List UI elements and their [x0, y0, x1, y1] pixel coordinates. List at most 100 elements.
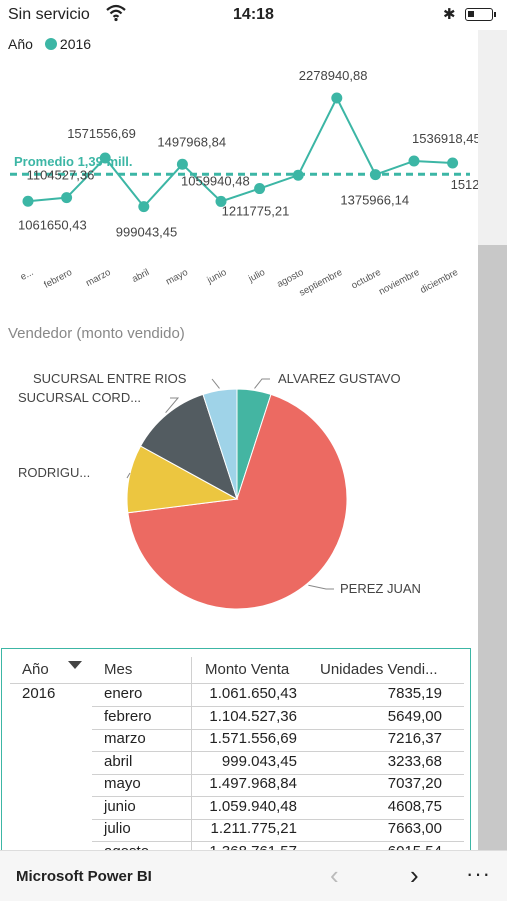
x-tick-label-4: mayo	[164, 267, 190, 288]
forward-button[interactable]: ›	[410, 860, 419, 890]
units-cell: 5649,00	[387, 707, 442, 725]
legend-marker	[44, 38, 57, 50]
pie-label-4: SUCURSAL ENTRE RIOS	[33, 371, 187, 386]
header-divider	[10, 683, 464, 684]
x-tick-label-1: febrero	[42, 267, 74, 291]
amount-cell: 1.059.940,48	[209, 797, 297, 815]
table-row[interactable]: mayo 1.497.968,84 7037,20	[2, 775, 470, 797]
x-tick-label-0: e...	[19, 267, 36, 283]
data-label-9: 1375966,14	[340, 193, 409, 208]
table-row[interactable]: julio 1.211.775,21 7663,00	[2, 820, 470, 842]
data-label-1: 1104527,36	[27, 168, 95, 183]
units-cell: 7835,19	[387, 685, 442, 702]
data-label-6: 1211775,21	[222, 204, 290, 219]
pie-label-2: RODRIGU...	[18, 465, 90, 480]
data-point-3[interactable]	[138, 201, 150, 213]
data-point-8[interactable]	[331, 92, 343, 104]
col-header-year[interactable]: Año	[22, 661, 49, 678]
x-tick-label-6: julio	[246, 267, 267, 285]
pie-leader-0	[254, 378, 270, 389]
pie-label-1: PEREZ JUAN	[340, 581, 421, 596]
data-label-8: 2278940,88	[299, 68, 368, 83]
x-tick-label-2: marzo	[84, 267, 112, 289]
data-label-4: 1497968,84	[157, 134, 226, 149]
data-point-10[interactable]	[408, 155, 420, 167]
month-cell: abril	[104, 752, 133, 770]
carrier-label: Sin servicio	[8, 6, 90, 23]
data-label-5: 1059940,48	[181, 173, 250, 188]
x-tick-label-5: junio	[205, 267, 229, 287]
scrollbar-thumb[interactable]	[478, 245, 507, 850]
amount-cell: 1.497.968,84	[209, 775, 297, 792]
data-label-3: 999043,45	[116, 225, 177, 240]
x-tick-label-8: septiembre	[298, 267, 345, 299]
data-point-9[interactable]	[369, 169, 381, 181]
data-table[interactable]: Año Mes Monto Venta Unidades Vendi... 20…	[1, 648, 471, 858]
chart-legend: Año 2016	[8, 36, 91, 52]
series-line-2016	[27, 95, 453, 209]
bluetooth-icon: ✱	[443, 6, 456, 23]
month-cell: junio	[104, 797, 136, 815]
data-point-7[interactable]	[292, 169, 304, 181]
data-point-2[interactable]	[99, 152, 111, 164]
col-header-amount[interactable]: Monto Venta	[205, 661, 290, 678]
pie-slice-1[interactable]	[127, 393, 348, 610]
units-cell: 7037,20	[387, 775, 442, 792]
pie-chart[interactable]: ALVAREZ GUSTAVO PEREZ JUAN RODRIGU... SUCUR…	[0, 345, 478, 645]
month-cell: marzo	[104, 730, 146, 747]
month-cell: julio	[104, 820, 131, 837]
battery-icon	[465, 8, 496, 21]
data-label-10: 1536918,45	[412, 131, 478, 146]
month-cell: febrero	[104, 707, 152, 725]
table-row[interactable]: junio 1.059.940,48 4608,75	[2, 798, 470, 820]
data-label-11: 1512982,14	[451, 177, 478, 192]
bottom-toolbar: Microsoft Power BI ‹ › ···	[0, 850, 507, 901]
year-cell: 2016	[22, 685, 56, 702]
col-header-month[interactable]: Mes	[104, 661, 133, 678]
pie-slice-4[interactable]	[202, 388, 238, 500]
sort-desc-icon[interactable]	[68, 661, 82, 671]
amount-cell: 1.571.556,69	[209, 730, 297, 747]
amount-cell: 1.211.775,21	[210, 820, 297, 837]
line-chart[interactable]: Promedio 1,39 mill.1061650,431104527,361…	[0, 60, 478, 315]
units-cell: 4608,75	[387, 797, 442, 815]
pie-label-3: SUCURSAL CORD...	[18, 390, 141, 405]
data-point-6[interactable]	[254, 183, 266, 195]
table-row[interactable]: abril 999.043,45 3233,68	[2, 753, 470, 775]
data-point-11[interactable]	[447, 157, 459, 169]
column-divider	[191, 657, 192, 857]
pie-leader-1	[308, 584, 334, 590]
data-point-5[interactable]	[215, 195, 227, 207]
units-cell: 7663,00	[387, 820, 442, 837]
pie-leader-3	[165, 397, 180, 414]
wifi-icon	[106, 4, 126, 22]
status-bar: Sin servicio 14:18 ✱	[0, 0, 507, 30]
col-header-units[interactable]: Unidades Vendi...	[320, 661, 438, 678]
back-button[interactable]: ‹	[330, 860, 339, 890]
scrollbar[interactable]	[478, 30, 507, 850]
amount-cell: 999.043,45	[221, 752, 297, 770]
units-cell: 3233,68	[387, 752, 442, 770]
data-label-2: 1571556,69	[67, 126, 136, 141]
pie-label-0: ALVAREZ GUSTAVO	[278, 371, 401, 386]
data-point-1[interactable]	[61, 192, 73, 204]
data-point-4[interactable]	[176, 158, 188, 170]
units-cell: 7216,37	[387, 730, 442, 747]
month-cell: enero	[104, 685, 143, 702]
x-tick-label-3: abril	[130, 267, 151, 285]
pie-chart-title: Vendedor (monto vendido)	[8, 325, 185, 342]
x-tick-label-10: noviembre	[377, 267, 421, 298]
data-point-0[interactable]	[22, 195, 34, 207]
more-options-button[interactable]: ···	[466, 861, 491, 886]
amount-cell: 1.104.527,36	[209, 707, 297, 725]
table-row[interactable]: febrero 1.104.527,36 5649,00	[2, 708, 470, 730]
month-cell: mayo	[104, 775, 141, 792]
legend-series-label: 2016	[59, 36, 92, 52]
amount-cell: 1.061.650,43	[209, 685, 297, 702]
table-row[interactable]: marzo 1.571.556,69 7216,37	[2, 730, 470, 752]
pie-slice-3[interactable]	[139, 393, 238, 501]
table-row[interactable]: enero 1.061.650,43 7835,19	[2, 685, 470, 707]
clock: 14:18	[233, 6, 274, 23]
pie-leader-4	[211, 378, 220, 389]
data-label-0: 1061650,43	[18, 217, 87, 232]
